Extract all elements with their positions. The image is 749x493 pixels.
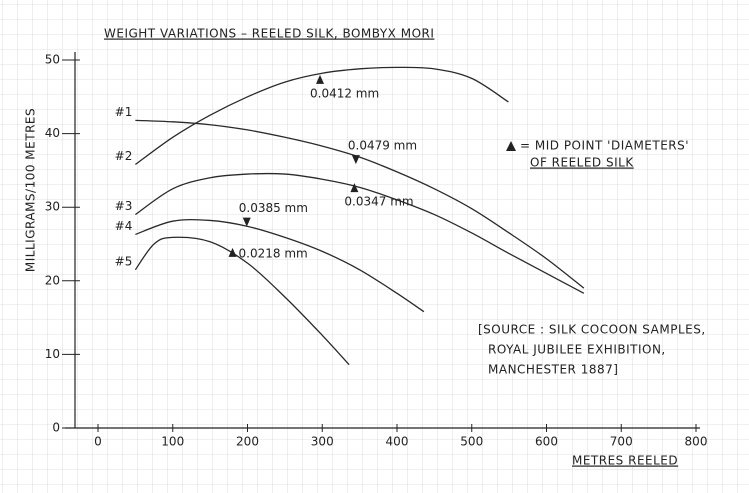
line-series [134,66,509,166]
annotation: 0.0479 mm [348,139,417,153]
y-tick-label: 50 [45,53,60,67]
source-note: MANCHESTER 1887] [488,363,618,377]
y-tick-label: 10 [45,347,60,361]
y-axis-label: MILLIGRAMS/100 METRES [24,108,38,272]
x-tick-label: 100 [161,435,184,449]
legend-note: OF REELED SILK [530,156,634,170]
y-tick-label: 20 [45,273,60,287]
x-tick-label: 0 [94,435,102,449]
x-axis-label: METRES REELED [572,454,678,468]
series-label: #4 [115,219,133,233]
x-tick-label: 500 [460,435,483,449]
diameter-marker [350,183,359,193]
diameter-marker [242,217,251,227]
series-label: #2 [115,149,133,163]
chart-title: WEIGHT VARIATIONS – REELED SILK, BOMBYX … [104,27,434,41]
legend-symbol [506,141,516,151]
series-label: #5 [115,254,133,268]
x-tick-label: 700 [610,435,633,449]
line-series [135,218,425,313]
legend-note: = MID POINT 'DIAMETERS' [520,139,689,153]
annotation: 0.0218 mm [239,246,308,260]
source-note: [SOURCE : SILK COCOON SAMPLES, [478,323,706,337]
annotation: 0.0412 mm [310,86,379,100]
x-tick-label: 600 [535,435,558,449]
line-series [134,236,350,366]
y-tick-label: 40 [45,126,60,140]
x-tick-label: 400 [386,435,409,449]
annotation: 0.0385 mm [239,201,308,215]
diameter-marker [351,155,360,165]
line-series [135,119,585,289]
diameter-marker [316,74,325,84]
source-note: ROYAL JUBILEE EXHIBITION, [488,343,666,357]
annotation: 0.0347 mm [344,195,413,209]
line-series [135,172,585,294]
y-tick-label: 30 [45,200,60,214]
x-tick-label: 200 [236,435,259,449]
diameter-marker [228,247,237,257]
series-label: #3 [115,199,133,213]
x-tick-label: 300 [311,435,334,449]
x-tick-label: 800 [685,435,708,449]
series-label: #1 [115,105,133,119]
y-tick-label: 0 [52,421,60,435]
